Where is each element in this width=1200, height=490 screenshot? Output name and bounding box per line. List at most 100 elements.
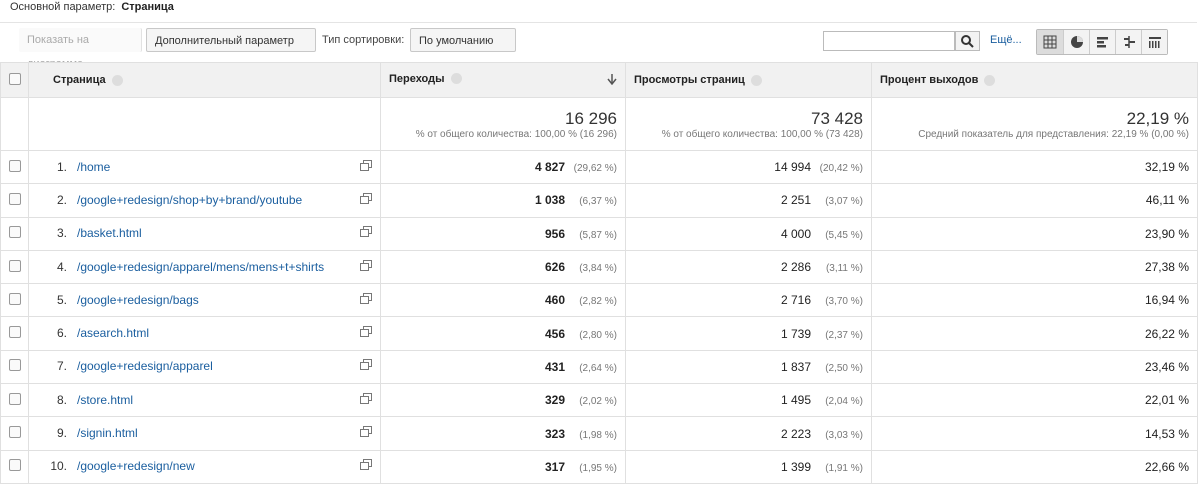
sessions-value: 4 827 — [534, 160, 565, 175]
sessions-value: 323 — [544, 426, 565, 441]
row-checkbox[interactable] — [9, 359, 21, 372]
table-row: 9. /signin.html 323 (1,98 %) 2 223 (3,03 %) 14… — [0, 416, 1198, 451]
table-row: 3. /basket.html 956 (5,87 %) 4 000 (5,45 %) 23… — [0, 216, 1198, 251]
total-value: 16 296 — [565, 108, 617, 128]
row-checkbox[interactable] — [9, 259, 21, 272]
row-checkbox[interactable] — [9, 459, 21, 472]
column-header[interactable]: Процент выходов — [871, 62, 1198, 98]
view-table[interactable] — [1037, 30, 1063, 54]
open-page-icon[interactable] — [360, 192, 372, 208]
open-page-icon[interactable] — [360, 226, 372, 241]
dimension-value[interactable]: Страница — [121, 1, 174, 13]
search-input[interactable] — [823, 31, 955, 51]
page-link[interactable]: /google+redesign/apparel/mens/mens+t+shi… — [77, 259, 325, 274]
column-header[interactable]: Переходы — [380, 62, 626, 98]
page-cell: 6. /asearch.html — [28, 316, 381, 351]
page-link[interactable]: /store.html — [77, 392, 134, 407]
view-icon — [1043, 35, 1057, 49]
view-icon — [1149, 37, 1161, 48]
checkbox-cell — [0, 249, 29, 285]
checkbox-cell — [0, 383, 29, 418]
open-page-icon[interactable] — [360, 292, 372, 308]
pageviews-share: (20,42 %) — [819, 163, 863, 175]
pageviews-cell: 2 223 (3,03 %) — [625, 416, 872, 451]
pageviews-cell: 1 739 (2,37 %) — [625, 316, 872, 351]
total-value: 22,19 % — [1126, 108, 1189, 128]
pageviews-value: 14 994 — [774, 160, 811, 175]
page-link[interactable]: /google+redesign/new — [77, 459, 195, 474]
total-value: 73 428 — [811, 108, 863, 128]
search-button[interactable] — [955, 31, 980, 51]
pageviews-share: (1,91 %) — [825, 462, 863, 474]
view-comparison[interactable] — [1115, 30, 1141, 54]
exit-rate-cell: 46,11 % — [871, 183, 1198, 218]
page-cell: 4. /google+redesign/apparel/mens/mens+t+s… — [28, 249, 381, 285]
totals-row: 16 296 % от общего количества: 100,00 % (… — [0, 97, 1198, 151]
plot-button[interactable]: Показать на диаграмме — [19, 28, 142, 70]
sessions-cell: 456 (2,80 %) — [380, 316, 626, 351]
select-all[interactable] — [9, 72, 21, 85]
toolbar: Показать на диаграмме Дополнительный пар… — [0, 22, 1197, 70]
row-checkbox[interactable] — [9, 226, 21, 239]
page-cell: 5. /google+redesign/bags — [28, 283, 381, 318]
page-link[interactable]: /google+redesign/shop+by+brand/youtube — [77, 192, 303, 207]
checkbox-cell — [0, 149, 29, 185]
header-checkbox-cell — [0, 62, 29, 98]
page-cell: 7. /google+redesign/apparel — [28, 349, 381, 385]
view-pie[interactable] — [1063, 30, 1089, 54]
sort-value: По умолчанию — [419, 35, 494, 47]
column-title: Процент выходов — [880, 74, 979, 86]
page-link[interactable]: /google+redesign/apparel — [77, 359, 213, 374]
row-checkbox[interactable] — [9, 392, 21, 405]
row-checkbox[interactable] — [9, 159, 21, 172]
row-checkbox[interactable] — [9, 426, 21, 439]
help-icon — [750, 74, 762, 86]
sessions-value: 317 — [544, 459, 565, 474]
open-page-icon[interactable] — [360, 359, 372, 374]
row-checkbox[interactable] — [9, 292, 21, 305]
page-cell: 2. /google+redesign/shop+by+brand/youtube — [28, 183, 381, 218]
row-checkbox[interactable] — [9, 192, 21, 205]
row-number: 5. — [56, 292, 67, 307]
page-cell: 8. /store.html — [28, 383, 381, 418]
page-link[interactable]: /asearch.html — [77, 326, 150, 341]
column-title: Просмотры страниц — [634, 74, 745, 86]
pageviews-value: 1 399 — [780, 459, 811, 474]
row-checkbox[interactable] — [9, 326, 21, 339]
page-link[interactable]: /google+redesign/bags — [77, 292, 199, 307]
pageviews-value: 2 716 — [780, 293, 811, 308]
totals-empty — [0, 97, 29, 151]
view-performance[interactable] — [1089, 30, 1115, 54]
sort-dropdown[interactable]: По умолчанию — [410, 28, 516, 68]
exit-rate-cell: 22,66 % — [871, 449, 1198, 484]
page-link[interactable]: /basket.html — [77, 226, 142, 241]
more-link[interactable]: Ещё... — [990, 34, 1022, 46]
page-link[interactable]: /signin.html — [77, 426, 138, 441]
open-page-icon[interactable] — [360, 459, 372, 474]
open-page-icon[interactable] — [360, 426, 372, 441]
page-link[interactable]: /home — [77, 159, 111, 174]
total-note: % от общего количества: 100,00 % (73 428… — [661, 128, 863, 140]
pageviews-cell: 1 399 (1,91 %) — [625, 449, 872, 484]
sessions-share: (5,87 %) — [579, 229, 617, 241]
view-pivot[interactable] — [1141, 30, 1167, 54]
checkbox-cell — [0, 449, 29, 484]
page-cell: 1. /home — [28, 149, 381, 185]
open-page-icon[interactable] — [360, 259, 372, 275]
sessions-value: 329 — [544, 393, 565, 408]
sort-arrow — [607, 73, 617, 88]
column-title: Переходы — [389, 72, 445, 85]
total-cell: 73 428% от общего количества: 100,00 % (… — [625, 97, 872, 151]
pageviews-share: (2,50 %) — [825, 362, 863, 374]
exit-rate-cell: 23,90 % — [871, 216, 1198, 251]
help-icon — [984, 74, 996, 86]
column-header[interactable]: Страница — [28, 62, 381, 98]
secondary-dimension[interactable]: Дополнительный параметр — [146, 28, 316, 68]
open-page-icon[interactable] — [360, 326, 372, 341]
view-icon — [1124, 36, 1135, 48]
row-number: 10. — [50, 459, 67, 474]
row-number: 1. — [56, 159, 67, 174]
column-header[interactable]: Просмотры страниц — [625, 62, 872, 98]
open-page-icon[interactable] — [360, 159, 372, 175]
open-page-icon[interactable] — [360, 392, 372, 408]
